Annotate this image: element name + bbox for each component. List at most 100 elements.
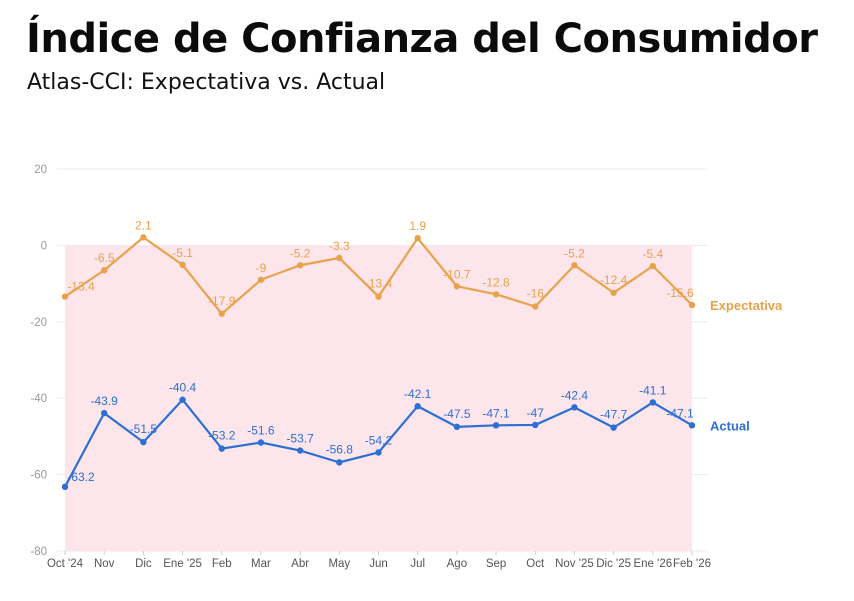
x-tick-label: Jul: [410, 558, 425, 570]
negative-region: [65, 245, 692, 551]
data-label: -53.2: [208, 429, 236, 443]
data-label: -17.9: [208, 294, 236, 308]
data-label: -43.9: [91, 394, 119, 408]
data-point: [492, 291, 500, 298]
x-tick-label: Oct '24: [47, 558, 84, 570]
data-label: -42.4: [561, 388, 589, 402]
data-label: -5.2: [564, 246, 585, 260]
x-tick-label: Feb: [212, 558, 232, 570]
data-point: [414, 234, 421, 242]
y-tick-label: 20: [34, 164, 47, 176]
data-label: -10.7: [443, 267, 471, 281]
x-tick-label: Feb '26: [673, 558, 711, 570]
data-label: -15.6: [666, 286, 694, 300]
data-point: [375, 293, 382, 300]
data-point: [453, 283, 461, 290]
data-point: [649, 399, 657, 406]
x-tick-label: Dic: [135, 558, 152, 570]
series-actual: -63.2 -43.9 -51.5 -40.4 -53.2 -51.6 -53.7 -56.8…: [61, 381, 750, 491]
x-tick-label: Jun: [369, 558, 388, 570]
data-point: [532, 421, 539, 429]
data-point: [257, 439, 265, 446]
y-tick-label: -20: [30, 317, 47, 329]
x-tick-label: May: [328, 558, 350, 570]
data-point: [100, 267, 108, 274]
data-point: [688, 422, 696, 429]
series-label: Actual: [710, 418, 750, 433]
data-point: [61, 293, 69, 300]
y-tick-label: 0: [41, 240, 47, 252]
x-tick-label: Nov '25: [555, 558, 594, 570]
data-label: -12.4: [600, 273, 628, 287]
data-label: -5.2: [290, 246, 311, 260]
y-axis: 20 0 -20 -40 -60 -80: [30, 164, 47, 558]
data-point: [649, 262, 657, 270]
data-label: -47: [527, 406, 545, 420]
negative-shade: [65, 245, 692, 551]
data-label: -12.8: [482, 275, 510, 289]
data-point: [688, 301, 696, 309]
x-tick-label: Sep: [486, 558, 506, 570]
data-point: [610, 424, 617, 431]
data-point: [296, 262, 304, 269]
x-tick-label: Mar: [251, 558, 271, 570]
x-tick-label: Ene '25: [163, 558, 202, 570]
data-point: [218, 445, 225, 452]
data-label: -16: [527, 287, 545, 301]
data-point: [218, 310, 225, 317]
data-point: [179, 261, 186, 269]
chart-subtitle: Atlas-CCI: Expectativa vs. Actual: [27, 70, 386, 95]
series-label: Expectativa: [710, 298, 783, 313]
x-tick-label: Ene '26: [633, 558, 672, 570]
data-label: -42.1: [404, 387, 432, 401]
series-layer: -13.4 -6.5 2.1 -5.1 -17.9 -9 -5.2 -3.3 -13.4 1.9 -…: [61, 218, 783, 491]
x-tick-label: Dic '25: [596, 558, 631, 570]
data-point: [179, 396, 186, 403]
data-label: 2.1: [135, 218, 152, 232]
y-tick-label: -80: [30, 546, 47, 558]
data-label: -5.4: [642, 247, 663, 261]
x-tick-label: Ago: [447, 558, 467, 570]
x-tick-label: Abr: [291, 558, 309, 570]
data-label: -13.4: [67, 280, 95, 294]
data-point: [414, 403, 421, 410]
data-point: [100, 409, 108, 417]
data-point: [453, 423, 461, 431]
data-point: [140, 234, 147, 241]
x-tick-label: Nov: [94, 558, 115, 570]
data-point: [140, 438, 147, 446]
data-label: -54.2: [365, 433, 393, 447]
data-label: -63.2: [67, 470, 95, 484]
x-axis: Oct '24 Nov Dic Ene '25 Feb Mar Abr May Jun Jul Ag…: [47, 551, 711, 570]
data-point: [532, 303, 539, 310]
data-point: [296, 447, 304, 454]
data-point: [610, 289, 617, 296]
data-label: -56.8: [326, 442, 354, 456]
data-label: -5.1: [172, 246, 193, 260]
data-label: -47.7: [600, 408, 628, 422]
data-point: [571, 262, 578, 269]
data-point: [336, 459, 343, 466]
data-label: -41.1: [639, 383, 667, 397]
series-expectativa: -13.4 -6.5 2.1 -5.1 -17.9 -9 -5.2 -3.3 -13.4 1.9 -…: [61, 218, 783, 317]
y-tick-label: -60: [30, 470, 47, 482]
data-point: [571, 404, 578, 411]
data-label: -47.5: [443, 407, 471, 421]
data-point: [61, 483, 69, 491]
data-label: -3.3: [329, 239, 350, 253]
chart-title: Índice de Confianza del Consumidor: [26, 16, 818, 62]
data-label: -51.6: [247, 424, 275, 438]
data-label: -6.5: [94, 251, 115, 265]
data-point: [336, 254, 343, 262]
x-tick-label: Oct: [526, 558, 545, 570]
data-label: -47.1: [666, 406, 694, 420]
data-point: [492, 422, 500, 429]
data-label: -47.1: [482, 406, 510, 420]
data-label: -9: [256, 261, 267, 275]
data-point: [375, 449, 382, 456]
data-label: -51.5: [130, 422, 158, 436]
data-point: [257, 276, 265, 283]
y-tick-label: -40: [30, 393, 47, 405]
data-label: -40.4: [169, 381, 197, 395]
